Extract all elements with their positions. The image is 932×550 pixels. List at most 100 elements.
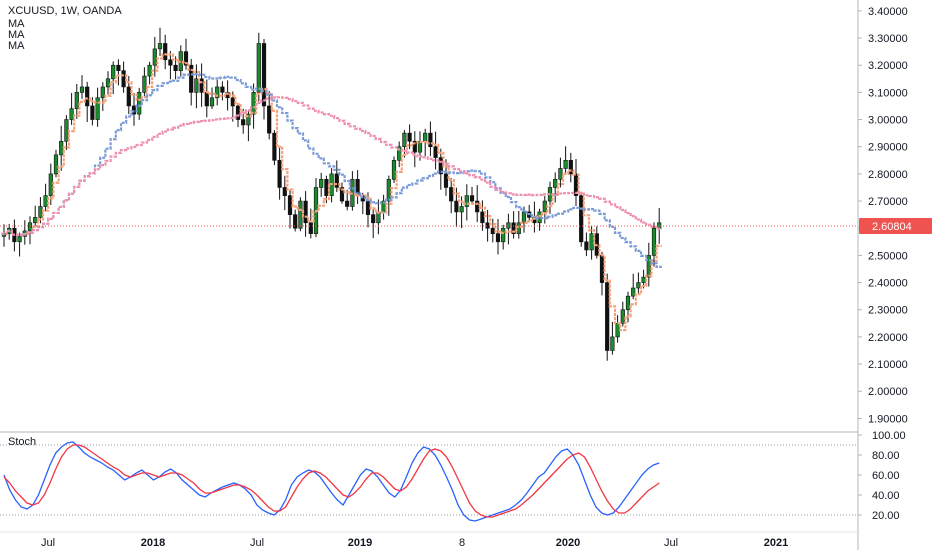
candle-body: [220, 86, 225, 93]
candle-body: [199, 78, 204, 93]
candle-body: [246, 113, 251, 126]
price-tick-label: 3.10000: [868, 87, 908, 99]
candle-body: [157, 43, 163, 50]
candle-body: [584, 241, 589, 251]
candle-body: [433, 146, 438, 158]
candle-body: [189, 64, 194, 93]
candle-body: [27, 222, 33, 232]
candle-body: [256, 43, 261, 93]
candle-body: [43, 195, 48, 207]
time-axis[interactable]: Jul 2018 Jul 2019 8 2020 Jul 2021: [0, 531, 858, 549]
stoch-k-line: [3, 441, 660, 522]
candle-body: [625, 295, 631, 311]
candle-body: [100, 86, 105, 99]
time-tick-label: 2018: [141, 537, 165, 549]
candle-body: [397, 146, 402, 161]
time-tick-label: 2021: [764, 537, 788, 549]
price-tick-label: 2.40000: [868, 278, 908, 290]
candle-body: [95, 97, 100, 120]
candle-body: [641, 276, 646, 283]
candle-body: [69, 108, 74, 120]
price-tick-label: 2.70000: [868, 196, 908, 208]
candle-body: [79, 86, 85, 93]
candle-body: [610, 336, 615, 351]
stoch-pane[interactable]: [0, 441, 858, 522]
candle-body: [116, 64, 121, 71]
candle-body: [287, 195, 293, 215]
candle-body: [402, 132, 407, 148]
price-tick-label: 3.00000: [868, 115, 908, 127]
stoch-lines: [3, 441, 660, 522]
price-pane[interactable]: [0, 27, 858, 361]
candle-body: [365, 200, 371, 215]
stoch-bands: [0, 444, 858, 516]
candle-body: [209, 97, 215, 107]
candle-body: [308, 222, 313, 234]
candle-body: [495, 233, 501, 243]
candle-body: [521, 211, 527, 224]
candle-body: [464, 195, 469, 207]
ma-label-1[interactable]: MA: [8, 18, 25, 30]
candle-body: [646, 255, 651, 278]
ma-slow-line: [1, 96, 662, 237]
candle-body: [298, 200, 303, 229]
candle-body: [454, 200, 459, 213]
candle-body: [183, 51, 189, 66]
candle-body: [261, 43, 267, 107]
candle-body: [651, 227, 657, 256]
time-tick-label: 8: [459, 537, 465, 549]
candle-body: [516, 222, 521, 234]
candle-body: [85, 86, 90, 107]
candle-body: [33, 217, 38, 224]
candle-body: [74, 92, 79, 109]
price-tick-label: 1.90000: [868, 413, 908, 425]
last-price-badge: 2.60804: [859, 218, 932, 235]
candle-body: [126, 86, 131, 107]
candle-body: [17, 236, 22, 243]
candle-body: [469, 195, 475, 202]
price-axis[interactable]: 3.40000 3.30000 3.20000 3.10000 3.00000 2.900…: [858, 6, 908, 426]
stoch-tick-label: 60.00: [872, 470, 900, 482]
candle-body: [542, 200, 547, 213]
candle-body: [131, 105, 137, 115]
candle-body: [267, 105, 272, 134]
stoch-axis[interactable]: 100.00 80.00 60.00 40.00 20.00: [858, 430, 906, 522]
candle-body: [90, 105, 95, 120]
candle-body: [579, 195, 584, 243]
candle-body: [303, 200, 308, 224]
candle-body: [371, 214, 376, 224]
candle-body: [319, 179, 324, 188]
last-price-value: 2.60804: [872, 221, 912, 233]
candle-body: [563, 160, 568, 169]
ma-label-3[interactable]: MA: [8, 40, 25, 52]
stoch-tick-label: 80.00: [872, 450, 900, 462]
candle-body: [631, 287, 636, 297]
candle-body: [506, 222, 511, 229]
candle-body: [324, 179, 329, 196]
candle-body: [391, 160, 397, 180]
stoch-tick-label: 20.00: [872, 510, 900, 522]
candle-body: [168, 59, 173, 66]
candle-body: [511, 222, 516, 234]
candle-body: [111, 64, 116, 80]
price-tick-label: 2.20000: [868, 332, 908, 344]
candle-body: [615, 323, 620, 338]
candle-body: [277, 160, 282, 188]
time-tick-label: Jul: [41, 537, 55, 549]
candle-body: [636, 282, 641, 289]
ma-mid-line: [1, 72, 662, 268]
ma-label-2[interactable]: MA: [8, 29, 25, 41]
time-tick-label: Jul: [250, 537, 264, 549]
candle-body: [407, 132, 412, 142]
candle-body: [386, 179, 391, 202]
candle-body: [553, 179, 558, 188]
candle-body: [194, 78, 199, 93]
stoch-title[interactable]: Stoch: [8, 436, 36, 448]
price-tick-label: 2.00000: [868, 386, 908, 398]
price-tick-label: 3.40000: [868, 6, 908, 18]
candle-body: [204, 92, 209, 107]
candle-body: [334, 173, 339, 188]
symbol-title[interactable]: XCUUSD, 1W, OANDA: [8, 5, 122, 17]
candle-body: [293, 214, 298, 229]
